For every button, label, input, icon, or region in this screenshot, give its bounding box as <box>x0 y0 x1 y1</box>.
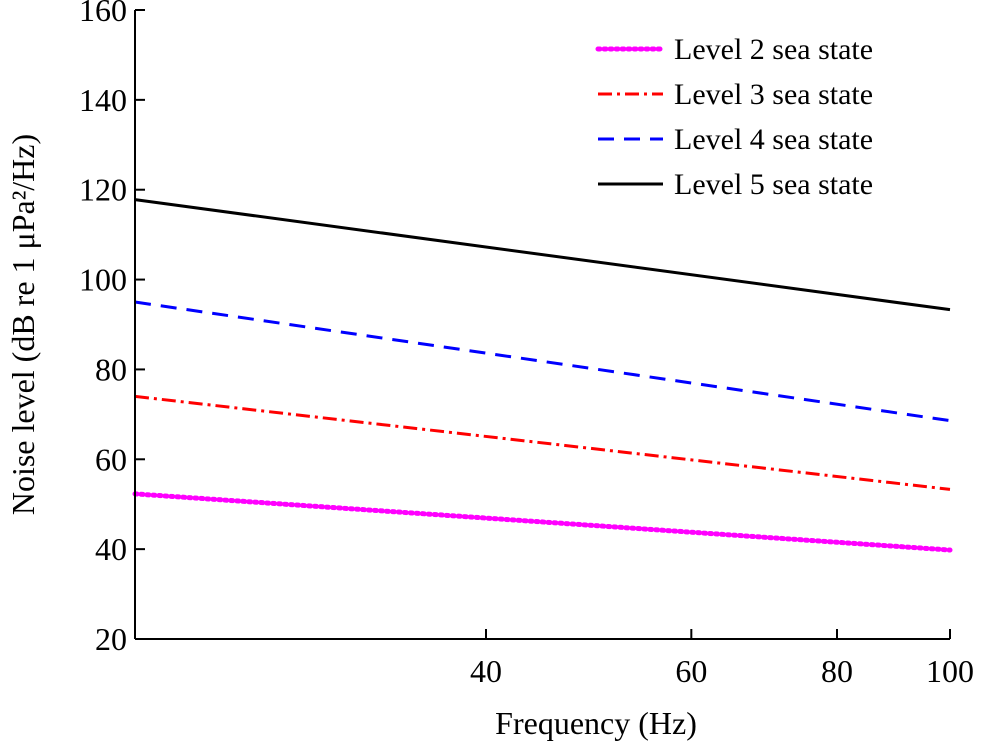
series-line-1 <box>132 491 953 553</box>
legend-label-3: Level 4 sea state <box>674 123 873 156</box>
y-tick-label: 20 <box>95 621 127 657</box>
y-tick-label: 140 <box>79 82 127 118</box>
y-axis-title: Noise level (dB re 1 μPa²/Hz) <box>5 134 41 515</box>
x-tick-label: 40 <box>470 653 502 689</box>
y-tick-label: 160 <box>79 0 127 28</box>
y-tick-label: 60 <box>95 441 127 477</box>
legend-label-1: Level 2 sea state <box>674 33 873 66</box>
series-line-2 <box>134 394 951 491</box>
plot-area <box>132 198 953 553</box>
series-line-3 <box>134 300 951 423</box>
x-tick-label: 80 <box>821 653 853 689</box>
x-tick-label: 60 <box>675 653 707 689</box>
y-tick-label: 80 <box>95 351 127 387</box>
series-line-4 <box>134 198 951 312</box>
y-tick-label: 40 <box>95 531 127 567</box>
axes: Frequency (Hz) Noise level (dB re 1 μPa²… <box>5 0 974 741</box>
x-axis-title: Frequency (Hz) <box>495 705 697 741</box>
x-tick-label: 100 <box>926 653 974 689</box>
y-tick-label: 120 <box>79 172 127 208</box>
legend: Level 2 sea state Level 3 sea state Level … <box>595 33 873 201</box>
legend-label-2: Level 3 sea state <box>674 78 873 111</box>
y-tick-label: 100 <box>79 262 127 298</box>
legend-label-4: Level 5 sea state <box>674 168 873 201</box>
